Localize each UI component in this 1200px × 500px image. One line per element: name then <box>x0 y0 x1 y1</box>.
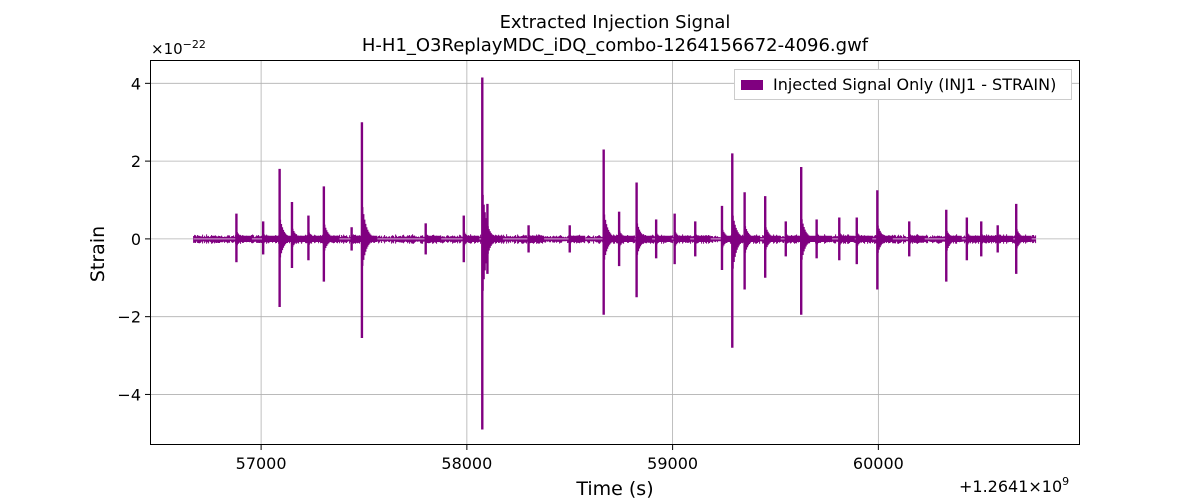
spike-ringdown <box>745 226 761 253</box>
spike-ringdown <box>765 227 781 250</box>
spike-ringdown <box>426 234 442 244</box>
spike-ringdown <box>839 233 855 245</box>
spike-ringdown <box>529 235 545 243</box>
spike-ringdown <box>981 234 997 244</box>
plot-frame <box>150 60 1080 445</box>
spike-ringdown <box>998 235 1014 243</box>
y-tick-label: −4 <box>117 385 141 404</box>
legend-label: Injected Signal Only (INJ1 - STRAIN) <box>773 75 1057 94</box>
spike-ringdown <box>817 233 833 245</box>
spike-ringdown <box>308 232 324 245</box>
spike-ringdown <box>604 214 620 260</box>
x-tick-label: 58000 <box>441 454 492 473</box>
spike-ringdown <box>801 219 817 260</box>
chart-title-line1: Extracted Injection Signal <box>499 12 731 33</box>
spike-ringdown <box>324 224 340 251</box>
spike-ringdown <box>1016 229 1032 249</box>
y-axis-label: Strain <box>87 226 109 282</box>
spike-ringdown <box>263 234 279 244</box>
y-tick-label: 0 <box>131 230 141 249</box>
spike-ringdown <box>656 233 672 245</box>
y-multiplier-exponent: −22 <box>183 38 206 51</box>
spike-ringdown <box>619 231 635 247</box>
spike-ringdown <box>637 223 653 255</box>
y-tick-label: −2 <box>117 308 141 327</box>
x-offset-exponent: 9 <box>1062 475 1069 488</box>
axis-ticks: 57000 58000 59000 60000 4 2 0 −2 −4 <box>117 74 903 473</box>
x-axis-offset: +1.2641×109 <box>959 475 1069 496</box>
y-multiplier-base: ×10 <box>151 40 183 58</box>
spike-ringdown <box>695 234 711 244</box>
spike-ringdown <box>946 230 962 251</box>
y-tick-label: 2 <box>131 152 141 171</box>
chart-title-line2: H-H1_O3ReplayMDC_iDQ_combo-1264156672-40… <box>361 35 869 56</box>
legend: Injected Signal Only (INJ1 - STRAIN) <box>734 69 1072 100</box>
x-tick-label: 59000 <box>647 454 698 473</box>
spike-ringdown <box>857 233 873 246</box>
spike-ringdown <box>570 235 586 243</box>
x-tick-label: 60000 <box>853 454 904 473</box>
spike-ringdown <box>909 234 925 244</box>
spike-ringdown <box>292 228 308 247</box>
grid-lines <box>150 60 1080 445</box>
x-tick-label: 57000 <box>236 454 287 473</box>
y-axis-multiplier: ×10−22 <box>151 38 206 58</box>
spike-ringdown <box>236 232 252 246</box>
spike-ringdown <box>786 234 802 244</box>
spike-ringdown <box>877 225 893 253</box>
x-offset-base: +1.2641×10 <box>959 477 1062 496</box>
signal-series <box>193 77 1037 430</box>
spike-ringdown <box>464 232 480 246</box>
spike-ringdown <box>675 232 691 246</box>
spike-ringdown <box>362 207 378 266</box>
spike-ringdown <box>967 233 983 245</box>
legend-swatch <box>741 79 763 90</box>
x-axis-label: Time (s) <box>575 478 653 500</box>
y-tick-label: 4 <box>131 74 141 93</box>
spike-ringdown <box>487 229 503 249</box>
